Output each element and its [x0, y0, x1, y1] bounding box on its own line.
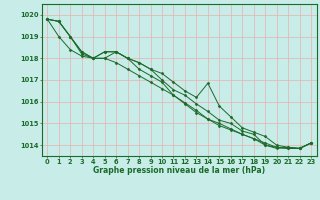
X-axis label: Graphe pression niveau de la mer (hPa): Graphe pression niveau de la mer (hPa) — [93, 166, 265, 175]
